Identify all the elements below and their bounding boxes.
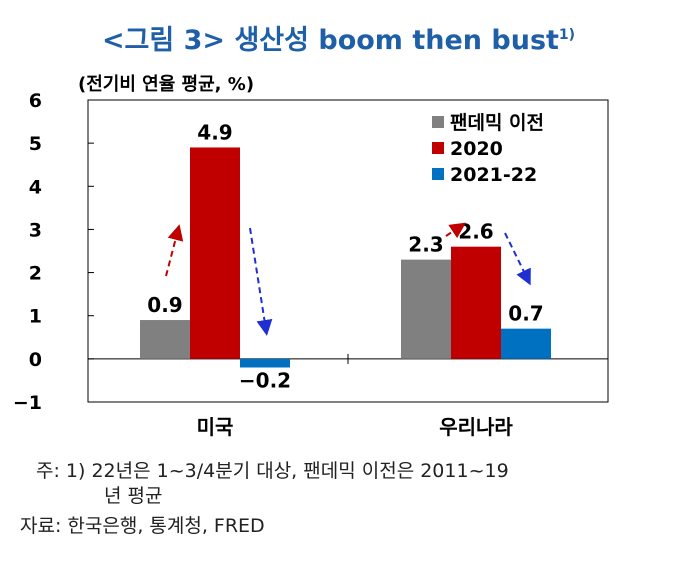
y-tick-label: 5 <box>29 133 42 155</box>
category-label: 우리나라 <box>439 415 513 439</box>
category-label: 미국 <box>197 415 234 439</box>
y-tick-label: −1 <box>13 392 42 414</box>
y-tick-label: 2 <box>29 263 42 285</box>
bar-value-label: 0.7 <box>508 302 543 326</box>
y-tick-label: 0 <box>29 349 42 371</box>
y-tick-label: 1 <box>29 306 42 328</box>
footnote-line-1: 주: 1) 22년은 1~3/4분기 대상, 팬데믹 이전은 2011~19 <box>36 460 509 482</box>
bar <box>240 358 290 368</box>
bar-value-label: 2.3 <box>408 233 443 257</box>
bar <box>501 328 551 359</box>
unit-label: (전기비 연율 평균, %) <box>78 74 254 95</box>
legend: 팬데믹 이전 2020 2021-22 <box>432 112 544 186</box>
bar-value-label: 2.6 <box>458 220 493 244</box>
bar <box>401 259 451 359</box>
bar-value-label: −0.2 <box>239 368 291 392</box>
y-tick-label: 3 <box>29 219 42 241</box>
y-tick-label: 6 <box>29 90 42 112</box>
trend-arrow <box>249 227 273 336</box>
bar-value-label: 0.9 <box>147 293 182 317</box>
title-footnote-marker: 1) <box>558 27 576 43</box>
chart-title-text: <그림 3> 생산성 boom then bust <box>101 25 559 56</box>
plot-area <box>87 99 609 403</box>
trend-arrow <box>165 224 184 277</box>
bar-chart: (전기비 연율 평균, %) −1 0 1 2 3 4 5 6 0.9 2.3 4.9 2.6 −0.… <box>13 74 609 439</box>
legend-label: 2020 <box>450 138 503 160</box>
bar <box>190 147 240 359</box>
y-axis: −1 0 1 2 3 4 5 6 <box>13 90 608 414</box>
trend-arrow <box>504 232 531 286</box>
legend-label: 2021-22 <box>450 164 537 186</box>
bars-group: 0.9 2.3 4.9 2.6 −0.2 0.7 <box>140 120 551 392</box>
legend-swatch <box>432 142 444 154</box>
legend-label: 팬데믹 이전 <box>450 112 544 134</box>
bar <box>140 320 190 359</box>
footnote-line-2: 년 평균 <box>104 485 163 507</box>
trend-arrows <box>165 222 531 336</box>
source-note: 자료: 한국은행, 통계청, FRED <box>20 515 265 537</box>
legend-swatch <box>432 116 444 128</box>
legend-swatch <box>432 168 444 180</box>
y-tick-label: 4 <box>29 176 42 198</box>
bar-value-label: 4.9 <box>197 120 232 144</box>
x-axis: 미국 우리나라 <box>197 415 514 439</box>
bar <box>451 246 501 359</box>
chart-title: <그림 3> 생산성 boom then bust1) <box>0 18 677 57</box>
trend-arrow <box>445 222 466 239</box>
